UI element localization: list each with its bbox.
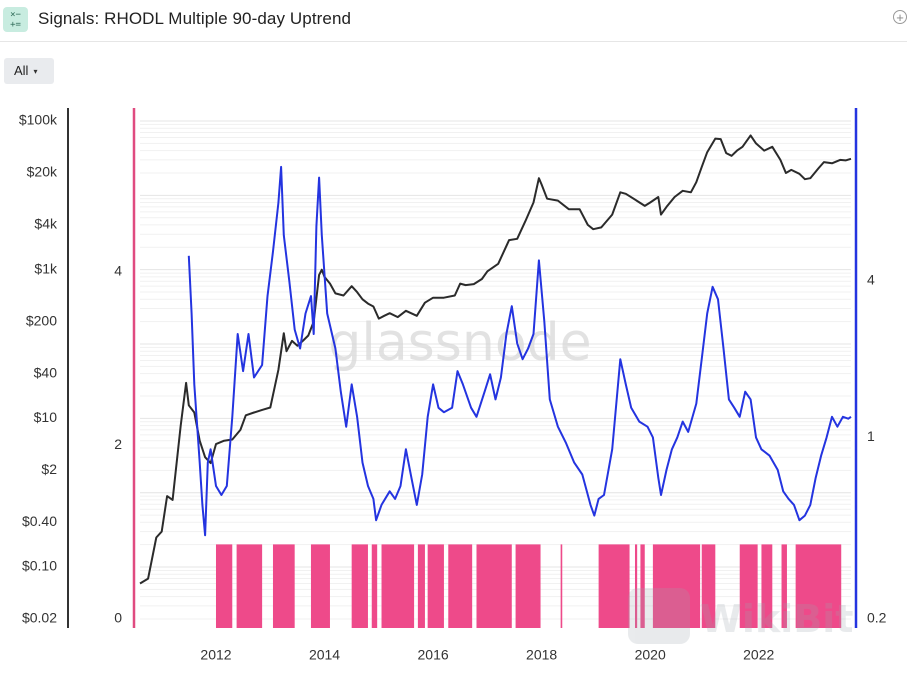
signal-bar (351, 544, 368, 628)
chart-title: Signals: RHODL Multiple 90-day Uptrend (38, 9, 352, 28)
signal-bar (795, 544, 842, 628)
signal-bar (739, 544, 758, 628)
signal-tick-label: 2 (114, 436, 122, 452)
price-tick-label: $0.10 (22, 558, 57, 574)
chart-header: ×− += Signals: RHODL Multiple 90-day Upt… (0, 0, 907, 42)
price-tick-label: $40 (34, 364, 58, 380)
price-line (139, 134, 852, 585)
x-tick-label: 2020 (635, 647, 666, 663)
signal-bar (598, 544, 630, 628)
price-tick-label: $100k (19, 112, 58, 128)
rhodl-tick-label: 0.2 (867, 610, 887, 626)
price-series (139, 134, 852, 585)
x-tick-label: 2014 (309, 647, 340, 663)
glassnode-watermark: glassnode (328, 313, 591, 373)
signal-bar (701, 544, 716, 628)
signal-bar (634, 544, 638, 628)
signal-bar (515, 544, 541, 628)
x-tick-label: 2018 (526, 647, 557, 663)
x-tick-label: 2012 (200, 647, 231, 663)
range-filter-dropdown[interactable]: All ▾ (4, 58, 54, 84)
price-tick-label: $200 (26, 312, 57, 328)
chevron-down-icon: ▾ (33, 67, 38, 76)
x-tick-label: 2016 (418, 647, 449, 663)
price-tick-label: $2 (41, 461, 57, 477)
signal-bar (560, 544, 563, 628)
signal-bar (371, 544, 378, 628)
wikibit-watermark: WikiBit (628, 588, 853, 644)
signal-bar (381, 544, 415, 628)
price-tick-label: $1k (34, 260, 58, 276)
rhodl-series (187, 165, 852, 537)
signal-bar (781, 544, 787, 628)
signal-tick-label: 0 (114, 610, 122, 626)
signal-bar (761, 544, 773, 628)
formula-icon: ×− += (3, 7, 28, 32)
axes: $100k $20k $4k $1k $200 $40 $10 $2 $0.40 $0.10 $0.… (19, 108, 887, 663)
signal-bar (236, 544, 263, 628)
price-tick-label: $0.02 (22, 610, 57, 626)
x-tick-label: 2022 (743, 647, 774, 663)
range-filter-label: All (14, 63, 29, 78)
wikibit-watermark-text: WikiBit (700, 597, 853, 641)
signal-bar (652, 544, 701, 628)
signal-bar (215, 544, 233, 628)
signal-bar (310, 544, 330, 628)
rhodl-line (187, 165, 852, 537)
signal-bar (417, 544, 425, 628)
wikibit-logo-icon (628, 588, 690, 644)
rhodl-tick-label: 4 (867, 272, 875, 288)
signal-bar (448, 544, 473, 628)
rhodl-tick-label: 1 (867, 428, 875, 444)
signal-bar (640, 544, 645, 628)
price-tick-label: $10 (34, 409, 58, 425)
price-tick-label: $4k (34, 216, 58, 232)
signal-bar (476, 544, 512, 628)
signal-tick-label: 4 (114, 263, 122, 279)
signal-bars (215, 544, 842, 628)
price-tick-label: $0.40 (22, 513, 57, 529)
signal-bar (272, 544, 295, 628)
price-tick-label: $20k (27, 164, 58, 180)
signal-bar (427, 544, 444, 628)
